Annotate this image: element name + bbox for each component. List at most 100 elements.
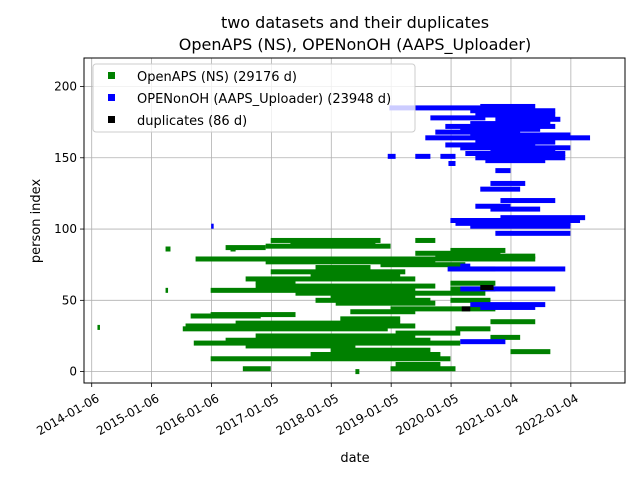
data-segment-openonoh [470,302,546,308]
data-segment-openaps [395,330,461,336]
data-segment-openonoh [211,223,214,229]
plot-frame [83,57,626,384]
data-segment-openaps [265,243,391,249]
data-segment-openaps [310,272,401,278]
legend-label-duplicates: duplicates (86 d) [137,114,247,129]
data-segment-openaps [315,297,431,303]
data-segment-openaps [210,356,451,362]
legend-swatch-duplicates [108,116,115,123]
data-segment-openaps [330,294,416,300]
x-tick-label: 2020-01-05 [394,391,461,438]
data-segment-openonoh [500,198,556,204]
data-segment-openonoh [475,203,511,209]
data-segment-openaps [450,247,506,253]
x-tick-label: 2022-01-04 [513,391,580,438]
x-tick-label: 2021-01-04 [453,391,520,438]
data-segment-openonoh [490,180,526,186]
data-segment-openaps [390,306,496,312]
data-segment-openonoh [445,123,556,129]
data-segment-openonoh [475,155,566,161]
legend-label-openonoh: OPENonOH (AAPS_Uploader) (23948 d) [137,92,391,107]
data-segment-openonoh [500,215,586,221]
plot-data [97,103,591,375]
data-segment-openaps [225,245,266,251]
data-segment-openaps [193,340,461,346]
legend-swatch-openonoh [108,94,115,101]
data-segment-openonoh [470,132,571,138]
data-segment-openaps [455,326,491,332]
chart-title-line-2: OpenAPS (NS), OPENonOH (AAPS_Uploader) [179,35,531,55]
data-segment-openaps [165,246,171,252]
x-tick-label: 2014-01-06 [34,391,101,438]
data-segment-duplicates [461,306,471,312]
data-segment-openaps [182,326,388,332]
data-segment-openonoh [480,186,521,192]
x-tick-label: 2017-01-05 [214,391,281,438]
data-segment-openaps [245,343,356,349]
data-segment-openaps [340,316,401,322]
data-segment-openaps [225,337,431,343]
data-segment-openaps [380,262,466,268]
data-segment-openonoh [445,142,536,148]
data-segment-openaps [490,334,521,340]
chart-title-line-1: two datasets and their duplicates [221,13,489,32]
data-segment-openaps [450,297,491,303]
data-segment-openaps [242,366,271,372]
legend: OpenAPS (NS) (29176 d) OPENonOH (AAPS_Up… [92,63,416,133]
data-segment-openaps [350,309,416,315]
data-segment-openonoh [450,218,581,223]
data-segment-openonoh [435,129,521,135]
data-segment-openonoh [480,304,536,310]
data-segment-openonoh [485,158,546,164]
data-segment-openaps [270,237,381,243]
data-segment-openonoh [470,223,571,229]
data-segment-openonoh [425,135,591,141]
data-segment-openonoh [475,112,556,118]
data-segment-openonoh [460,339,506,345]
data-segment-openonoh [460,126,541,132]
data-segment-openaps [335,300,436,306]
data-segment-openonoh [495,230,571,236]
x-tick-label: 2015-01-06 [94,391,161,438]
data-segment-openaps [97,324,100,330]
data-segment-openonoh [448,160,456,166]
data-segment-openonoh [440,153,456,159]
data-segment-openaps [210,312,296,318]
data-segment-openonoh [480,103,536,109]
data-segment-openonoh [389,105,531,111]
data-segment-openaps [165,287,169,293]
data-segment-openaps [255,279,296,285]
data-segment-openaps [435,253,536,259]
data-segment-openaps [390,366,456,372]
data-segment-openonoh [490,206,541,212]
data-segment-openonoh [460,145,571,151]
data-segment-openaps [355,369,360,375]
data-segment-openaps [230,246,236,252]
legend-swatch-openaps [108,72,115,79]
x-tick-label: 2019-01-05 [334,391,401,438]
data-segment-duplicates [480,284,494,290]
legend-label-openaps: OpenAPS (NS) (29176 d) [137,70,297,85]
data-segment-openonoh [495,116,561,122]
y-tick-label: 100 [54,222,77,236]
x-tick-label: 2018-01-05 [274,391,341,438]
data-segment-openaps [415,237,436,243]
data-segment-openonoh [470,121,551,127]
data-segment-openaps [235,320,401,326]
data-segment-openonoh [495,168,511,174]
data-segment-openaps [185,323,416,329]
y-tick-label: 0 [69,365,77,379]
data-segment-openonoh [415,153,431,159]
data-segment-openonoh [387,153,396,159]
y-axis-label: person index [29,179,44,264]
data-segment-openaps [265,259,436,265]
data-segment-openaps [315,265,371,271]
data-segment-openonoh [470,108,556,114]
data-segment-openaps [490,319,536,325]
data-segment-openonoh [430,115,486,121]
y-tick-label: 50 [62,293,77,307]
data-segment-openaps [395,361,441,367]
legend-box [92,63,416,133]
data-segment-openonoh [475,139,556,145]
